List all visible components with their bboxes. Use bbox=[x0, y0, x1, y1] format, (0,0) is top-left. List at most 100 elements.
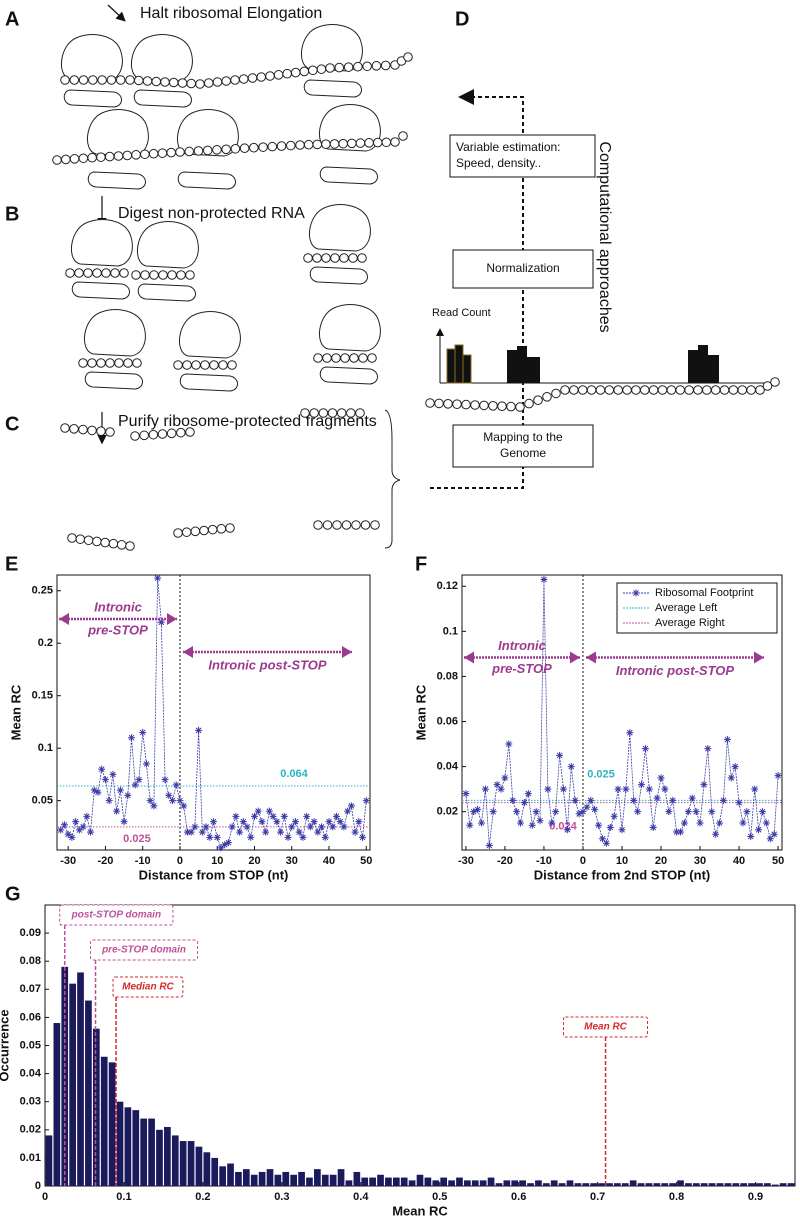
point-marker bbox=[497, 785, 505, 793]
x-tick-label: 10 bbox=[616, 855, 628, 867]
point-marker bbox=[587, 796, 595, 804]
point-marker bbox=[712, 830, 720, 838]
legend-label: Average Left bbox=[655, 602, 717, 614]
bar bbox=[179, 1141, 187, 1186]
rna-bead bbox=[380, 60, 391, 71]
point-marker bbox=[583, 803, 591, 811]
bar bbox=[787, 1183, 795, 1186]
ribosome-small bbox=[71, 281, 130, 300]
bar bbox=[779, 1183, 787, 1186]
point-marker bbox=[113, 807, 121, 815]
rna-bead bbox=[218, 360, 228, 370]
bar bbox=[645, 1183, 653, 1186]
point-marker bbox=[183, 828, 191, 836]
x-tick-label: 0.9 bbox=[748, 1191, 763, 1203]
x-tick-label: -20 bbox=[97, 855, 113, 867]
rna-bead bbox=[140, 149, 150, 160]
point-marker bbox=[770, 830, 778, 838]
y-tick-label: 0.06 bbox=[20, 1011, 41, 1023]
rna-bead bbox=[347, 138, 357, 149]
rna-bead bbox=[303, 139, 314, 150]
rna-bead bbox=[74, 268, 84, 278]
rna-bead bbox=[132, 358, 142, 368]
point-marker bbox=[254, 807, 262, 815]
rna-bead bbox=[60, 423, 70, 433]
x-tick-label: 0.5 bbox=[432, 1191, 447, 1203]
bar bbox=[629, 1180, 637, 1186]
point-marker bbox=[556, 751, 564, 759]
rna-bead bbox=[506, 401, 516, 412]
rna-bead bbox=[370, 520, 380, 530]
rna-bead bbox=[110, 268, 120, 278]
point-marker bbox=[98, 765, 106, 773]
rna-bead bbox=[52, 155, 62, 165]
point-marker bbox=[202, 823, 210, 831]
rna-bead bbox=[123, 358, 133, 368]
rna-bead bbox=[282, 68, 292, 79]
rna-bead bbox=[185, 270, 195, 280]
point-marker bbox=[723, 736, 731, 744]
point-marker bbox=[116, 786, 124, 794]
bar bbox=[85, 1000, 92, 1186]
x-tick-label: 0 bbox=[580, 855, 586, 867]
point-marker bbox=[630, 796, 638, 804]
point-marker bbox=[299, 833, 307, 841]
bar bbox=[100, 1056, 108, 1186]
point-marker bbox=[124, 791, 132, 799]
bar bbox=[235, 1171, 242, 1186]
point-marker bbox=[79, 823, 87, 831]
bar bbox=[614, 1183, 621, 1186]
y-tick-label: 0.05 bbox=[20, 1039, 41, 1051]
bar bbox=[440, 1177, 448, 1186]
x-tick-label: 0.2 bbox=[195, 1191, 210, 1203]
rna-bead bbox=[313, 353, 323, 363]
rna-bead bbox=[193, 146, 204, 156]
y-tick-label: 0.04 bbox=[20, 1068, 42, 1080]
bar bbox=[511, 1180, 519, 1186]
x-tick-label: -30 bbox=[458, 855, 474, 867]
bar bbox=[219, 1166, 226, 1186]
rna-bead bbox=[106, 75, 117, 85]
bar bbox=[432, 1180, 440, 1186]
ribosome-small bbox=[63, 89, 122, 108]
box-text: Normalization bbox=[486, 261, 559, 275]
point-marker bbox=[634, 808, 642, 816]
point-marker bbox=[591, 805, 599, 813]
bar bbox=[321, 1174, 329, 1186]
y-tick-label: 0.09 bbox=[20, 927, 41, 939]
point-marker bbox=[598, 835, 606, 843]
rna-bead bbox=[184, 146, 195, 157]
point-marker bbox=[520, 799, 528, 807]
legend-marker bbox=[632, 589, 640, 597]
x-tick-label: 0.6 bbox=[511, 1191, 526, 1203]
point-marker bbox=[595, 821, 603, 829]
rna-bead bbox=[78, 153, 89, 164]
rna-bead bbox=[488, 401, 498, 411]
marker-box bbox=[563, 1016, 649, 1038]
ribosome-large bbox=[61, 34, 123, 82]
rna-bead bbox=[202, 145, 213, 156]
point-marker bbox=[75, 826, 83, 834]
rna-bead bbox=[390, 137, 400, 147]
rna-bead bbox=[702, 385, 712, 395]
bar bbox=[195, 1146, 203, 1186]
ribosome-small bbox=[87, 171, 146, 190]
rna-bead bbox=[308, 65, 318, 76]
rna-bead bbox=[139, 430, 149, 441]
point-marker bbox=[187, 828, 195, 836]
rna-bead bbox=[560, 385, 570, 395]
point-marker bbox=[466, 821, 474, 829]
rna-bead bbox=[148, 148, 159, 159]
rna-bead bbox=[191, 360, 201, 370]
bar bbox=[377, 1174, 384, 1186]
x-tick-label: 20 bbox=[248, 855, 260, 867]
rna-bead bbox=[97, 75, 107, 85]
box-text: Genome bbox=[500, 446, 546, 460]
point-marker bbox=[700, 781, 708, 789]
x-tick-label: 0.1 bbox=[116, 1191, 131, 1203]
point-marker bbox=[618, 826, 626, 834]
rna-bead bbox=[65, 268, 75, 278]
arrow-head bbox=[182, 646, 193, 658]
x-tick-label: 40 bbox=[323, 855, 335, 867]
